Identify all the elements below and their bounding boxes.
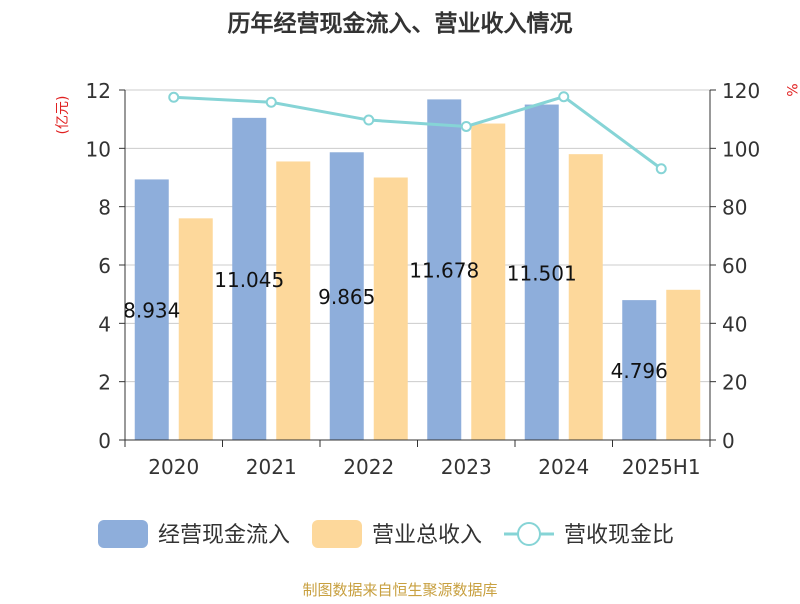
x-tick-label: 2022 [343,455,394,479]
bar-cash-inflow [329,152,364,441]
ratio-point [460,120,472,132]
y-right-tick-label: 100 [722,137,760,161]
bar-revenue [666,289,701,440]
ratio-point [168,91,180,103]
data-label: 11.678 [409,259,479,283]
ratio-line [168,91,667,175]
x-tick-label: 2023 [441,455,492,479]
bar-revenue [178,218,213,440]
y-right-tick-label: 80 [722,196,747,220]
bar-cash-inflow [232,117,267,441]
bar-cash-inflow [622,300,657,440]
legend-swatch [98,520,148,548]
y-axis-right-label: % [783,83,799,96]
y-left-tick-label: 10 [86,137,111,161]
y-right-tick-label: 40 [722,312,747,336]
data-label: 11.501 [507,261,577,285]
x-tick-label: 2024 [538,455,589,479]
data-label: 11.045 [214,268,284,292]
x-tick-label: 2025H1 [622,455,701,479]
ratio-line-path [173,95,663,170]
data-label: 9.865 [318,285,375,309]
ratio-point [655,163,667,175]
data-labels: 8.934 11.045 9.865 11.678 11.501 4.796 [123,259,668,383]
chart-title: 历年经营现金流入、营业收入情况 [228,10,573,37]
y-left-tick-label: 12 [86,79,111,103]
x-tick-label: 2020 [148,455,199,479]
gridlines [125,89,710,383]
legend-label: 经营现金流入 [158,523,290,548]
y-right-tick-label: 20 [722,371,747,395]
bar-cash-inflow [134,179,169,441]
legend: 经营现金流入 营业总收入 营收现金比 [98,520,674,548]
y-left-tick-label: 8 [98,196,111,220]
legend-label: 营业总收入 [372,523,482,548]
data-label: 4.796 [611,359,668,383]
source-note: 制图数据来自恒生聚源数据库 [302,581,497,599]
y-right-tick-label: 60 [722,254,747,278]
ratio-point [363,114,375,126]
bar-cash-inflow [427,99,462,441]
x-tick-label: 2021 [246,455,297,479]
y-left-tick-label: 2 [98,371,111,395]
y-left-tick-label: 4 [98,312,111,336]
bar-revenue [276,161,311,441]
y-left-tick-label: 0 [98,429,111,453]
y-left-tick-label: 6 [98,254,111,278]
bars [134,99,701,441]
bar-revenue [373,177,408,440]
y-right-tick-label: 0 [722,429,735,453]
ratio-point [558,91,570,103]
bar-cash-inflow [524,104,559,440]
legend-swatch [312,520,362,548]
bar-revenue [471,123,506,441]
y-right-tick-label: 120 [722,79,760,103]
ratio-point [265,96,277,108]
y-axis-left-label: (亿元) [55,96,71,135]
legend-marker [517,522,541,546]
data-label: 8.934 [123,299,180,323]
legend-label: 营收现金比 [564,523,674,548]
bar-revenue [568,154,603,440]
